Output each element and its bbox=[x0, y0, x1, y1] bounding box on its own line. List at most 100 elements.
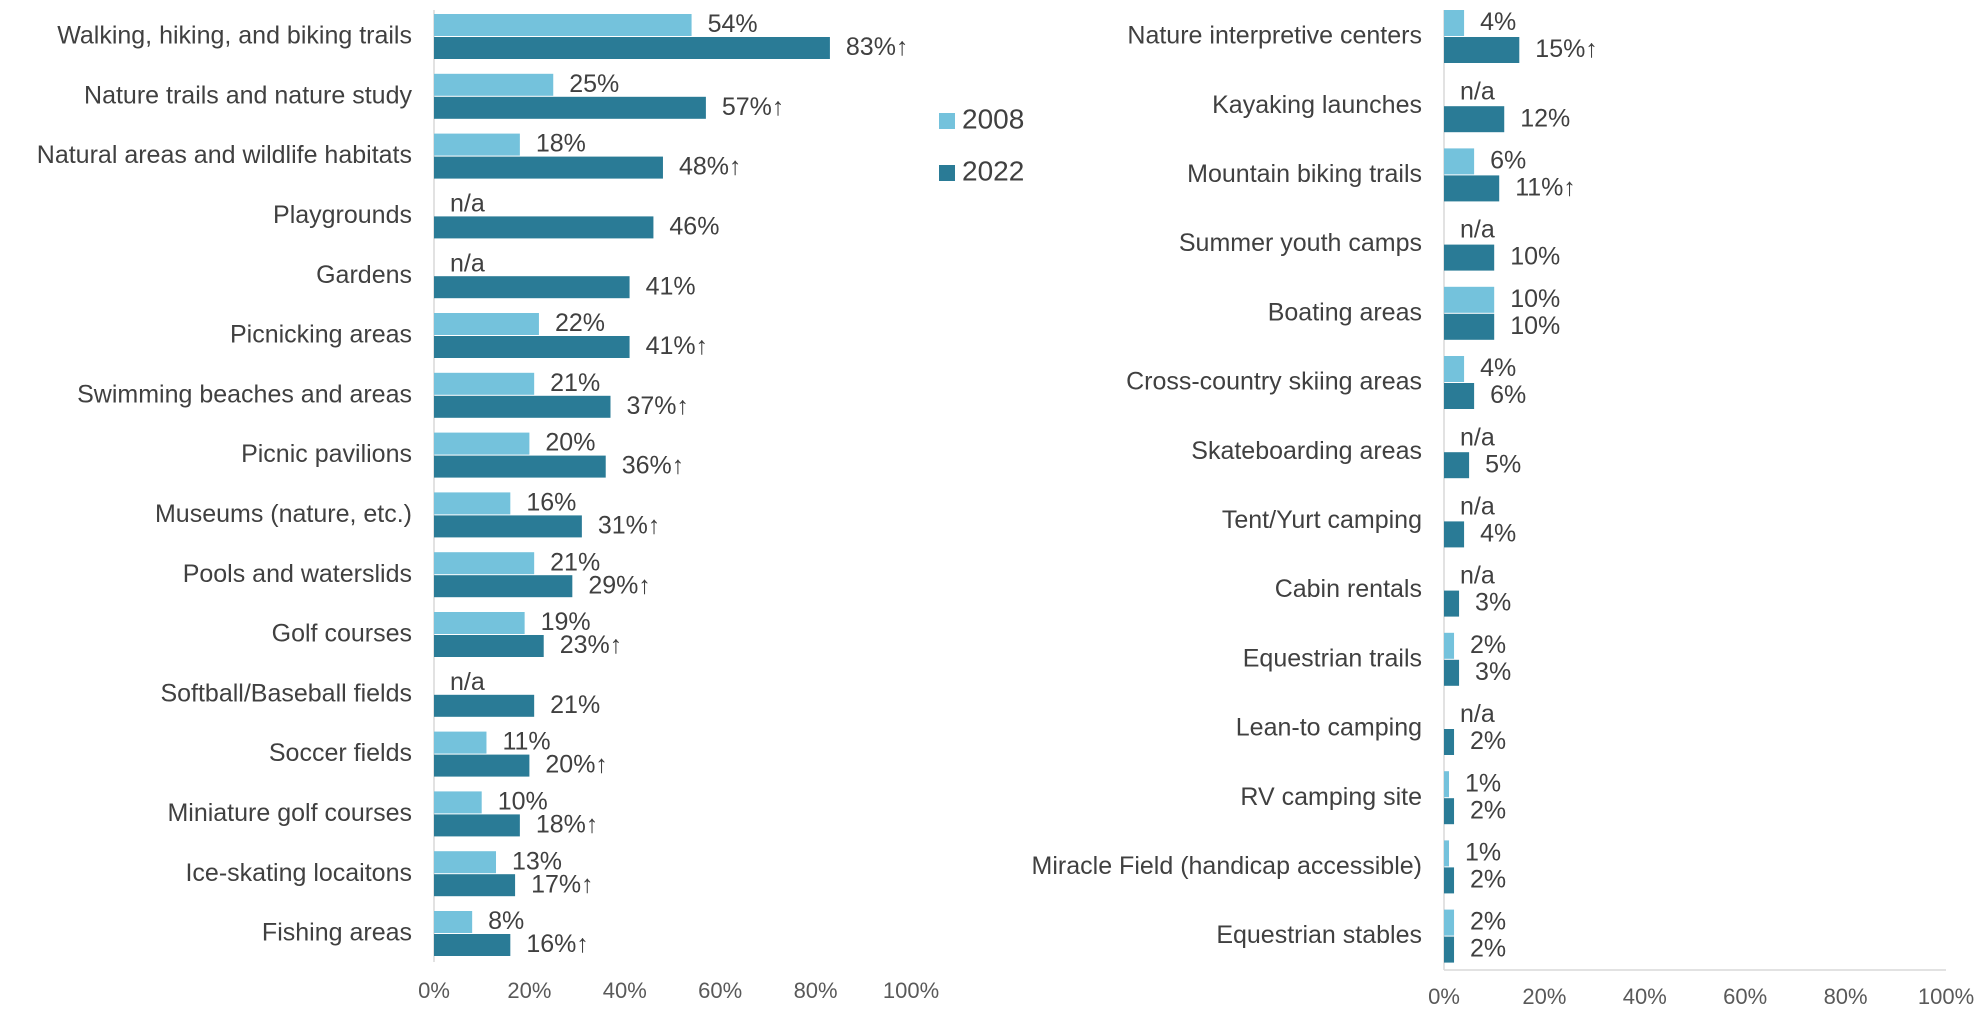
bar bbox=[1444, 244, 1495, 271]
bar bbox=[434, 96, 706, 119]
data-label: 16%↑ bbox=[526, 930, 589, 958]
bar bbox=[434, 276, 630, 299]
x-tick-label: 20% bbox=[1522, 984, 1566, 1005]
data-label: 12% bbox=[1520, 104, 1570, 132]
bar bbox=[1444, 356, 1465, 382]
x-tick-label: 60% bbox=[698, 978, 742, 1003]
category-label: Gardens bbox=[316, 261, 412, 289]
bar bbox=[434, 552, 535, 575]
data-label: 1% bbox=[1465, 839, 1501, 867]
data-label: 37%↑ bbox=[626, 392, 689, 420]
data-label: n/a bbox=[1460, 700, 1495, 728]
data-label: n/a bbox=[450, 249, 485, 277]
x-tick-label: 100% bbox=[1918, 984, 1974, 1005]
category-label: Equestrian stables bbox=[1216, 921, 1422, 949]
data-label: 4% bbox=[1480, 8, 1516, 36]
data-label: 2% bbox=[1470, 866, 1506, 894]
legend-swatch bbox=[939, 165, 955, 181]
legend-swatch bbox=[939, 113, 955, 129]
bar bbox=[1444, 936, 1455, 963]
data-label: 2% bbox=[1470, 631, 1506, 659]
category-label: Natural areas and wildlife habitats bbox=[37, 141, 412, 169]
bar bbox=[434, 612, 525, 634]
data-label: 6% bbox=[1490, 147, 1526, 175]
data-label: 2% bbox=[1470, 908, 1506, 936]
bar bbox=[434, 37, 830, 59]
data-label: 54% bbox=[708, 10, 758, 38]
bar bbox=[1444, 729, 1455, 755]
data-label: 10% bbox=[1510, 312, 1560, 340]
category-label: Tent/Yurt camping bbox=[1222, 506, 1422, 534]
bar bbox=[1444, 106, 1505, 133]
category-label: Playgrounds bbox=[273, 201, 412, 229]
data-label: 18%↑ bbox=[536, 811, 599, 839]
bar bbox=[434, 432, 530, 455]
data-label: 10% bbox=[1510, 243, 1560, 271]
data-label: 20% bbox=[545, 429, 595, 457]
bar bbox=[434, 814, 520, 837]
data-label: 21% bbox=[550, 369, 600, 397]
bar bbox=[434, 754, 530, 777]
bar bbox=[434, 874, 516, 897]
bar bbox=[434, 133, 520, 156]
data-label: 10% bbox=[498, 788, 548, 816]
bar bbox=[1444, 37, 1520, 63]
data-label: 3% bbox=[1475, 589, 1511, 617]
data-label: 5% bbox=[1485, 450, 1521, 478]
category-label: Miniature golf courses bbox=[167, 799, 412, 827]
category-label: Golf courses bbox=[272, 620, 412, 648]
bar bbox=[434, 694, 535, 717]
bar bbox=[434, 635, 544, 657]
x-tick-label: 80% bbox=[794, 978, 838, 1003]
category-label: Boating areas bbox=[1268, 298, 1422, 326]
category-label: Fishing areas bbox=[262, 919, 412, 947]
data-label: 36%↑ bbox=[622, 452, 685, 480]
x-tick-label: 40% bbox=[603, 978, 647, 1003]
category-label: Equestrian trails bbox=[1243, 644, 1422, 672]
data-label: 16% bbox=[526, 489, 576, 517]
legend-label: 2008 bbox=[962, 103, 1024, 134]
data-label: 3% bbox=[1475, 658, 1511, 686]
x-tick-label: 100% bbox=[883, 978, 939, 1003]
data-label: 15%↑ bbox=[1535, 35, 1598, 63]
data-label: 4% bbox=[1480, 520, 1516, 548]
bar bbox=[1444, 383, 1475, 409]
bar bbox=[434, 515, 582, 538]
bar bbox=[434, 156, 663, 179]
data-label: 20%↑ bbox=[545, 751, 608, 779]
data-label: n/a bbox=[1460, 423, 1495, 451]
bar bbox=[434, 934, 511, 956]
bar bbox=[434, 455, 606, 478]
data-label: 41%↑ bbox=[646, 332, 709, 360]
data-label: 25% bbox=[569, 70, 619, 98]
bar bbox=[1444, 590, 1460, 617]
data-label: 41% bbox=[646, 272, 696, 300]
data-label: 23%↑ bbox=[560, 631, 623, 659]
bar bbox=[1444, 632, 1455, 659]
data-label: 1% bbox=[1465, 769, 1501, 797]
category-label: Mountain biking trails bbox=[1187, 160, 1422, 188]
data-label: 2% bbox=[1470, 935, 1506, 963]
bar bbox=[434, 575, 573, 598]
bar bbox=[434, 851, 497, 874]
data-label: 21% bbox=[550, 691, 600, 719]
data-label: 17%↑ bbox=[531, 870, 594, 898]
data-label: 22% bbox=[555, 309, 605, 337]
category-label: Softball/Baseball fields bbox=[160, 679, 412, 707]
data-label: n/a bbox=[1460, 493, 1495, 521]
bar bbox=[434, 336, 630, 358]
bar bbox=[1444, 798, 1455, 825]
data-label: 11%↑ bbox=[1515, 174, 1576, 202]
bar bbox=[1444, 452, 1470, 479]
data-label: 2% bbox=[1470, 796, 1506, 824]
bar bbox=[1444, 909, 1455, 936]
category-label: Pools and waterslids bbox=[183, 560, 412, 588]
data-label: 46% bbox=[669, 213, 719, 241]
x-tick-label: 0% bbox=[1428, 984, 1460, 1005]
bar bbox=[1444, 313, 1495, 340]
bar bbox=[434, 73, 554, 96]
x-tick-label: 40% bbox=[1623, 984, 1667, 1005]
category-label: Museums (nature, etc.) bbox=[155, 500, 412, 528]
category-label: Skateboarding areas bbox=[1191, 437, 1422, 465]
data-label: n/a bbox=[450, 190, 485, 218]
